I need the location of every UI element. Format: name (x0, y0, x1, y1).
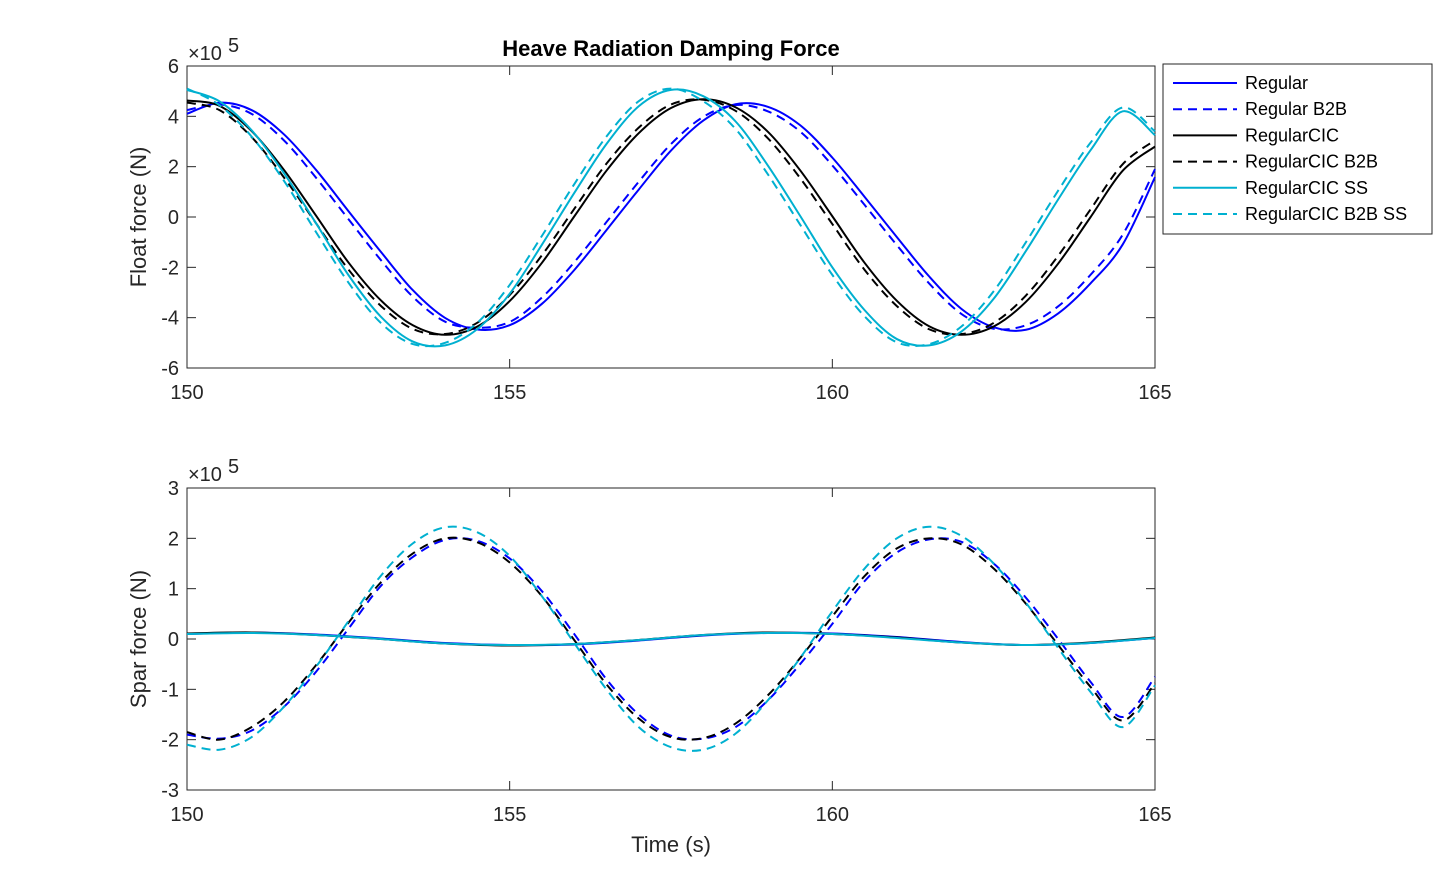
y-tick-label: 1 (168, 579, 179, 601)
y-tick-label: 0 (168, 629, 179, 651)
y-tick-label: 0 (168, 207, 179, 229)
series-line-regularcic-b2b (186, 98, 1156, 336)
y-tick-label: 4 (168, 106, 179, 128)
exponent-label-spar: ×10 5 (188, 456, 239, 486)
legend-entry-label: RegularCIC SS (1245, 178, 1368, 198)
legend-box (1162, 63, 1433, 235)
y-tick-label: -3 (161, 780, 179, 802)
float-force-axes: Heave Radiation Damping Force Float forc… (126, 35, 1172, 404)
series-lines-spar (186, 525, 1156, 752)
y-axis-label-float: Float force (N) (126, 147, 151, 288)
series-line-regularcic-b2b-ss (186, 87, 1156, 348)
exponent-multiplier-spar: ×10 (188, 464, 222, 486)
y-tick-label: -4 (161, 308, 179, 330)
legend: Regular Regular B2B RegularCIC RegularCIC B… (1162, 63, 1433, 235)
y-tick-label: -2 (161, 730, 179, 752)
ticks-spar: 150 155 160 165 3 2 1 0 -1 -2 -3 (161, 478, 1171, 826)
ticks-float: 150 155 160 165 6 4 2 0 -2 -4 -6 (161, 56, 1171, 404)
exponent-label-float: ×10 5 (188, 35, 239, 65)
legend-entry-label: Regular B2B (1245, 99, 1347, 119)
spar-force-axes: Spar force (N) Time (s) ×10 5 150 155 160 1… (126, 456, 1172, 857)
y-tick-label: -1 (161, 679, 179, 701)
x-tick-label: 160 (816, 804, 849, 826)
y-tick-label: 3 (168, 478, 179, 500)
y-axis-label-spar: Spar force (N) (126, 570, 151, 708)
x-tick-label: 155 (493, 382, 526, 404)
y-tick-label: -2 (161, 257, 179, 279)
exponent-power-float: 5 (228, 35, 239, 57)
x-tick-label: 160 (816, 382, 849, 404)
y-tick-label: -6 (161, 358, 179, 380)
x-tick-label: 155 (493, 804, 526, 826)
series-lines-float (186, 87, 1156, 348)
chart-title: Heave Radiation Damping Force (502, 36, 839, 61)
exponent-power-spar: 5 (228, 456, 239, 478)
legend-entry-label: RegularCIC (1245, 125, 1339, 145)
y-tick-label: 2 (168, 528, 179, 550)
plot-area-float (186, 65, 1156, 369)
x-tick-label: 165 (1138, 382, 1171, 404)
series-line-regularcic-b2b-ss (186, 525, 1156, 752)
series-line-regular-b2b (186, 103, 1156, 331)
y-tick-label: 2 (168, 157, 179, 179)
x-tick-label: 150 (170, 804, 203, 826)
y-tick-label: 6 (168, 56, 179, 78)
legend-entry-label: Regular (1245, 73, 1308, 93)
exponent-multiplier-float: ×10 (188, 43, 222, 65)
series-line-regularcic (186, 98, 1156, 336)
series-line-regularcic-ss (186, 631, 1156, 647)
x-tick-label: 165 (1138, 804, 1171, 826)
series-line-regularcic-ss (186, 88, 1156, 348)
x-tick-label: 150 (170, 382, 203, 404)
x-axis-label: Time (s) (631, 832, 711, 857)
legend-entry-label: RegularCIC B2B (1245, 152, 1378, 172)
legend-entry-label: RegularCIC B2B SS (1245, 204, 1407, 224)
plot-area-spar (186, 487, 1156, 791)
